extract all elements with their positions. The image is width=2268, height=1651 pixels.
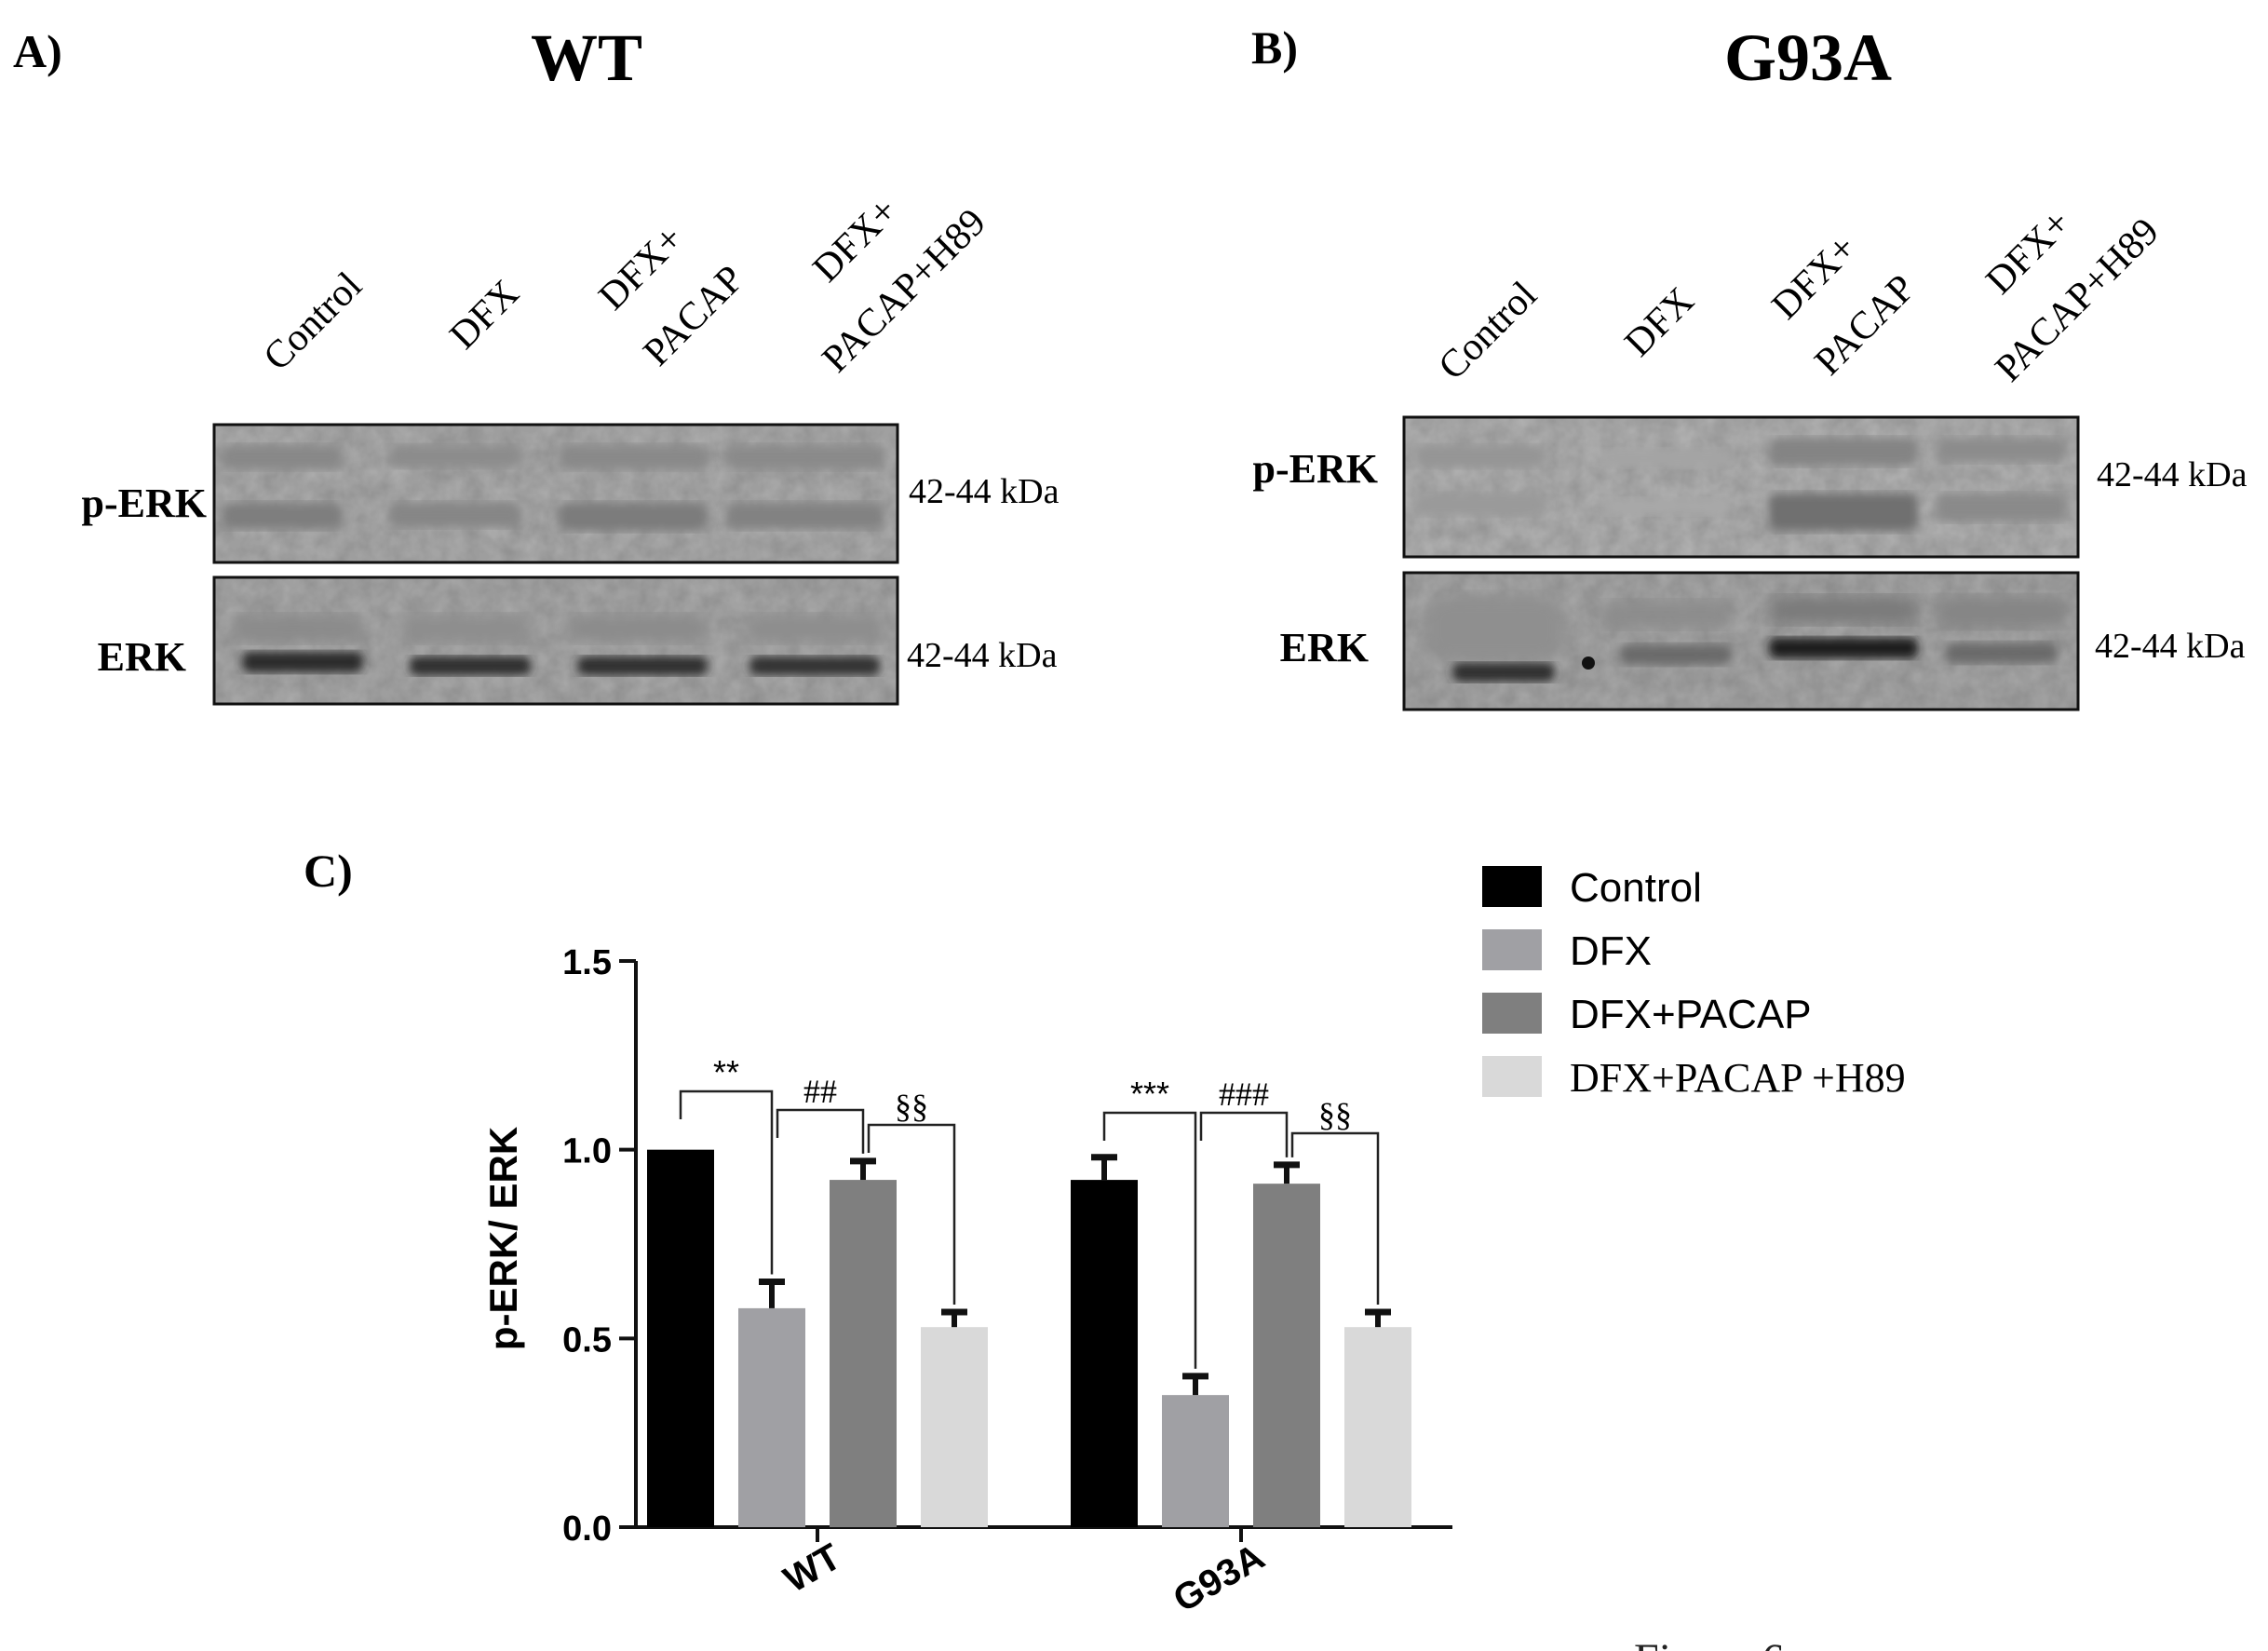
significance-label: *** [1130, 1075, 1169, 1113]
legend-label: DFX+PACAP +H89 [1570, 1055, 1906, 1101]
panel-b: B) G93A Control DFX DFX+ PACAP DFX+ PACA… [1251, 20, 2248, 711]
bar [830, 1180, 897, 1527]
size-label: 42-44 kDa [909, 472, 1060, 511]
lane-label: DFX [442, 272, 528, 358]
y-tick-label: 1.5 [562, 943, 612, 982]
significance-bracket [1199, 1111, 1289, 1157]
lane-label: Control [1431, 274, 1546, 388]
lane-label: Control [256, 264, 371, 379]
significance-label: §§ [1318, 1096, 1352, 1133]
legend-label: DFX+PACAP [1570, 992, 1812, 1037]
blot-a-erk [212, 575, 899, 706]
significance-label: ### [1219, 1076, 1269, 1113]
y-tick-label: 0.5 [562, 1320, 612, 1360]
significance-bracket [679, 1089, 774, 1275]
legend-swatch [1482, 866, 1542, 907]
bar [921, 1327, 988, 1527]
bar [1071, 1180, 1138, 1527]
y-tick-label: 1.0 [562, 1132, 612, 1171]
significance-label: §§ [895, 1088, 928, 1125]
chart-legend: Control DFX DFX+PACAP DFX+PACAP +H89 [1482, 865, 1906, 1101]
significance-bracket [867, 1123, 956, 1305]
legend-label: Control [1570, 865, 1702, 911]
size-label: 42-44 kDa [2097, 455, 2248, 494]
legend-label: DFX [1570, 928, 1652, 974]
blot-a-perk [212, 423, 899, 564]
row-label-perk: p-ERK [1253, 446, 1378, 492]
panel-c-letter: C) [304, 845, 353, 897]
legend-swatch [1482, 993, 1542, 1034]
size-label: 42-44 kDa [907, 636, 1058, 675]
chart-significance: ** ## §§ *** ### §§ [679, 1053, 1380, 1369]
bar [1253, 1184, 1320, 1527]
panel-c: C) p-ERK/ ERK 0.00.51.01.5WT G93A ** ## §§ *… [304, 845, 1906, 1620]
panel-b-letter: B) [1251, 21, 1298, 74]
row-label-erk: ERK [1280, 625, 1369, 670]
x-tick-label: WT [777, 1536, 848, 1601]
panel-a-title: WT [531, 20, 642, 95]
significance-bracket [776, 1108, 865, 1154]
bar [1344, 1327, 1411, 1527]
lane-label: DFX [1617, 279, 1703, 365]
legend-swatch [1482, 929, 1542, 970]
y-axis-label: p-ERK/ ERK [481, 1127, 525, 1350]
panel-a-lane-labels: Control DFX DFX+ PACAP DFX+ PACAP+H89 [256, 189, 994, 381]
significance-bracket [1102, 1111, 1197, 1369]
bar [738, 1307, 805, 1527]
row-label-erk: ERK [98, 634, 186, 680]
x-tick-label: G93A [1167, 1536, 1271, 1620]
blot-b-perk [1402, 415, 2080, 559]
chart-bars [647, 1149, 1411, 1527]
y-tick-label: 0.0 [562, 1509, 612, 1549]
bar [1162, 1395, 1229, 1527]
panel-a-letter: A) [13, 25, 62, 77]
size-label: 42-44 kDa [2095, 627, 2246, 666]
legend-swatch [1482, 1056, 1542, 1097]
row-label-perk: p-ERK [82, 480, 207, 526]
bar [647, 1149, 714, 1527]
significance-bracket [1290, 1131, 1380, 1305]
footer-caption: Figure 6 [1634, 1635, 1784, 1651]
significance-label: ## [803, 1073, 837, 1110]
panel-b-title: G93A [1724, 20, 1892, 95]
panel-b-lane-labels: Control DFX DFX+ PACAP DFX+ PACAP+H89 [1431, 201, 2167, 390]
blot-b-erk [1402, 571, 2080, 711]
significance-label: ** [713, 1053, 739, 1091]
panel-a: A) WT Control DFX DFX+ PACAP DFX+ PACAP+… [13, 20, 1060, 706]
